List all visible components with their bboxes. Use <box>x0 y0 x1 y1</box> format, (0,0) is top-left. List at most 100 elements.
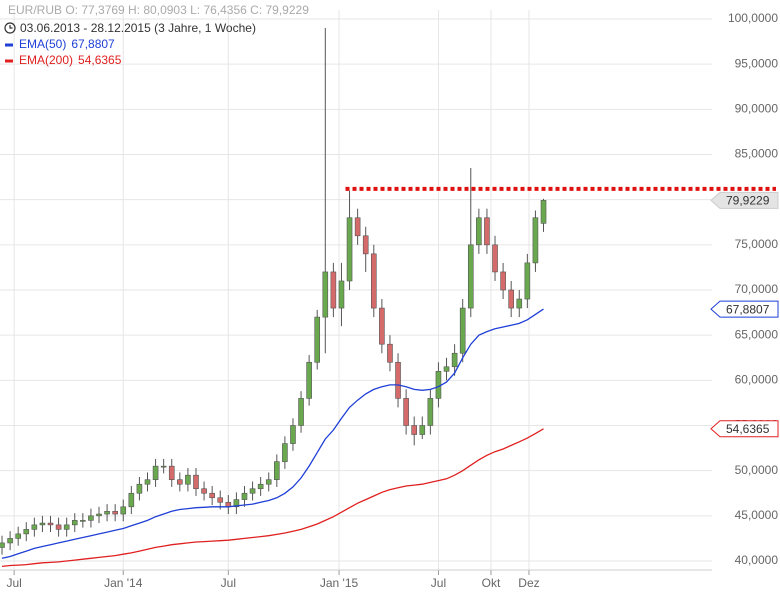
candle-body <box>362 235 369 255</box>
candle-body <box>112 511 118 515</box>
candle-body <box>500 271 506 291</box>
candle-body <box>476 217 482 246</box>
y-tick-label: 100,0000 <box>728 11 778 25</box>
candle-body <box>241 492 248 500</box>
candle-body <box>152 465 159 480</box>
x-tick-label: Jul <box>431 576 446 590</box>
candle-body <box>88 515 94 521</box>
candle-body <box>274 461 280 480</box>
x-tick-label: Jan '14 <box>104 576 143 590</box>
candle-body <box>338 280 345 309</box>
y-tick-label: 60,0000 <box>735 373 779 387</box>
y-tick-label: 95,0000 <box>735 56 779 70</box>
candle-body <box>395 361 401 399</box>
legend-value: 54,6365 <box>78 53 122 67</box>
y-tick-label: 75,0000 <box>735 237 779 251</box>
candle-body <box>298 398 304 426</box>
candle-body <box>96 513 102 517</box>
candle-body <box>144 479 151 485</box>
candle-body <box>435 370 442 399</box>
candle-body <box>217 497 224 503</box>
candle-body <box>47 522 54 526</box>
price-tag-label: 54,6365 <box>726 422 770 436</box>
candle-body <box>322 271 329 318</box>
candle-body <box>39 522 46 526</box>
clock-icon <box>4 22 16 34</box>
candle-body <box>7 538 13 544</box>
candle-body <box>71 520 78 526</box>
candle-body <box>492 244 498 273</box>
y-tick-label: 85,0000 <box>735 147 779 161</box>
y-tick-label: 50,0000 <box>735 463 779 477</box>
candle-body <box>80 520 86 522</box>
candle-body <box>330 271 337 309</box>
candle-body <box>168 465 175 480</box>
candle-body <box>467 244 474 309</box>
legend-name: EMA(200) <box>19 53 73 67</box>
clock-hand <box>9 25 13 29</box>
candle-body <box>427 398 434 426</box>
candle-body <box>516 298 523 309</box>
candle-body <box>508 289 514 309</box>
y-tick-label: 45,0000 <box>735 508 779 522</box>
candle-body <box>524 262 531 300</box>
legend-value: 67,8807 <box>71 37 115 51</box>
grid <box>0 10 712 575</box>
candle-body <box>290 425 296 444</box>
header-symbol: EUR/RUB O: 77,3769 H: 80,0903 L: 76,4356… <box>8 3 309 17</box>
candle-body <box>55 524 62 530</box>
candle-body <box>459 307 466 354</box>
ema-line <box>1 428 544 568</box>
candle-body <box>193 474 199 490</box>
y-tick-label: 70,0000 <box>735 282 779 296</box>
candle-body <box>403 398 409 426</box>
price-tag <box>710 191 779 209</box>
candle-body <box>31 524 38 530</box>
candle-body <box>0 542 5 548</box>
y-tick-label: 40,0000 <box>735 553 779 567</box>
candle-body <box>185 474 191 485</box>
candle-body <box>201 488 207 494</box>
candle-body <box>419 425 426 435</box>
candle-body <box>177 479 183 485</box>
x-tick-label: Jul <box>221 576 236 590</box>
candle-body <box>370 253 377 309</box>
candle-body <box>484 217 490 246</box>
candle-body <box>282 443 288 462</box>
x-tick-label: Jul <box>6 576 21 590</box>
candle-body <box>532 217 539 264</box>
price-tag <box>710 300 779 318</box>
candle-body <box>346 217 353 282</box>
candle-body <box>354 217 361 237</box>
candle-body <box>411 425 418 435</box>
candle-body <box>314 316 321 363</box>
candle-body <box>249 488 256 494</box>
x-tick-label: Dez <box>518 576 539 590</box>
price-tag-label: 79,9229 <box>726 194 770 208</box>
price-tag-label: 67,8807 <box>726 302 770 316</box>
candle-body <box>233 499 240 508</box>
candle-body <box>104 511 110 515</box>
candle-body <box>540 200 547 224</box>
ema-line <box>1 308 544 559</box>
candle-body <box>63 524 70 530</box>
header: EUR/RUB O: 77,3769 H: 80,0903 L: 76,4356… <box>4 3 309 35</box>
candle-body <box>15 533 21 539</box>
price-tag <box>710 420 779 438</box>
candle-body <box>160 465 167 468</box>
candle-body <box>257 483 264 490</box>
candle-body <box>209 492 215 499</box>
y-tick-label: 65,0000 <box>735 327 779 341</box>
labels: 40,000045,000050,000055,000060,000065,00… <box>5 11 779 590</box>
candle-body <box>443 366 450 372</box>
candle-body <box>451 352 458 368</box>
candle-body <box>136 483 143 494</box>
candle-body <box>379 307 385 345</box>
marks <box>0 28 776 568</box>
y-tick-label: 90,0000 <box>735 102 779 116</box>
candle-body <box>120 506 127 515</box>
period: 03.06.2013 - 28.12.2015 (3 Jahre, 1 Woch… <box>20 21 256 35</box>
candle-body <box>306 361 312 399</box>
candle-body <box>265 479 272 485</box>
